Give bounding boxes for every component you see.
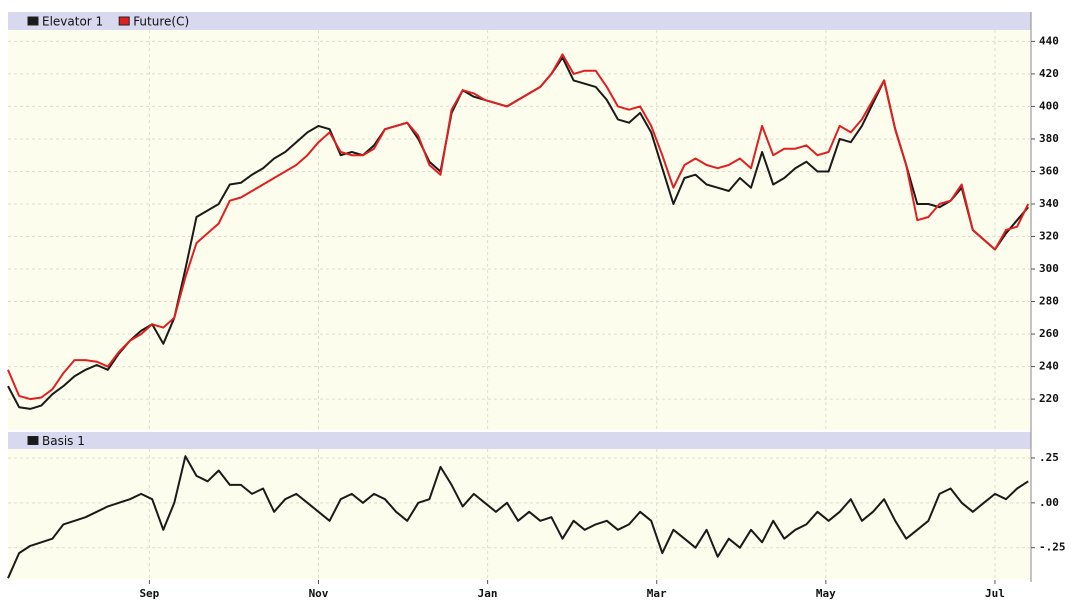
y-tick-label: 240 bbox=[1039, 360, 1059, 373]
y-tick-label: 420 bbox=[1039, 67, 1059, 80]
x-tick-label: Sep bbox=[139, 587, 159, 600]
legend-bar bbox=[8, 12, 1031, 30]
x-tick-label: Mar bbox=[647, 587, 667, 600]
plot-area bbox=[8, 30, 1031, 430]
legend-swatch bbox=[118, 16, 130, 26]
series-line bbox=[7, 455, 1029, 579]
y-tick-label: 220 bbox=[1039, 392, 1059, 405]
y-tick-label: 400 bbox=[1039, 99, 1059, 112]
y-tick-label: 360 bbox=[1039, 164, 1059, 177]
legend-swatch bbox=[27, 436, 39, 445]
y-tick-label: 260 bbox=[1039, 327, 1059, 340]
legend-swatch bbox=[27, 16, 39, 26]
legend-label: Future(C) bbox=[133, 15, 189, 29]
x-tick-label: Nov bbox=[309, 587, 329, 600]
y-tick-label: .00 bbox=[1039, 496, 1059, 509]
legend-label: Basis 1 bbox=[42, 434, 85, 448]
series-line bbox=[7, 53, 1030, 401]
y-tick-label: 440 bbox=[1039, 34, 1059, 47]
x-tick-label: Jan bbox=[478, 587, 498, 600]
y-tick-label: 380 bbox=[1039, 132, 1059, 145]
y-tick-label: .25 bbox=[1039, 451, 1059, 464]
plot-area bbox=[8, 449, 1031, 580]
legend-label: Elevator 1 bbox=[42, 15, 103, 29]
y-tick-label: 320 bbox=[1039, 230, 1059, 243]
x-tick-label: May bbox=[816, 587, 836, 600]
y-tick-label: 340 bbox=[1039, 197, 1059, 210]
x-tick-label: Jul bbox=[985, 587, 1005, 600]
legend-bar bbox=[8, 432, 1031, 449]
y-tick-label: 300 bbox=[1039, 262, 1059, 275]
y-tick-label: 280 bbox=[1039, 295, 1059, 308]
y-tick-label: -.25 bbox=[1039, 541, 1066, 554]
